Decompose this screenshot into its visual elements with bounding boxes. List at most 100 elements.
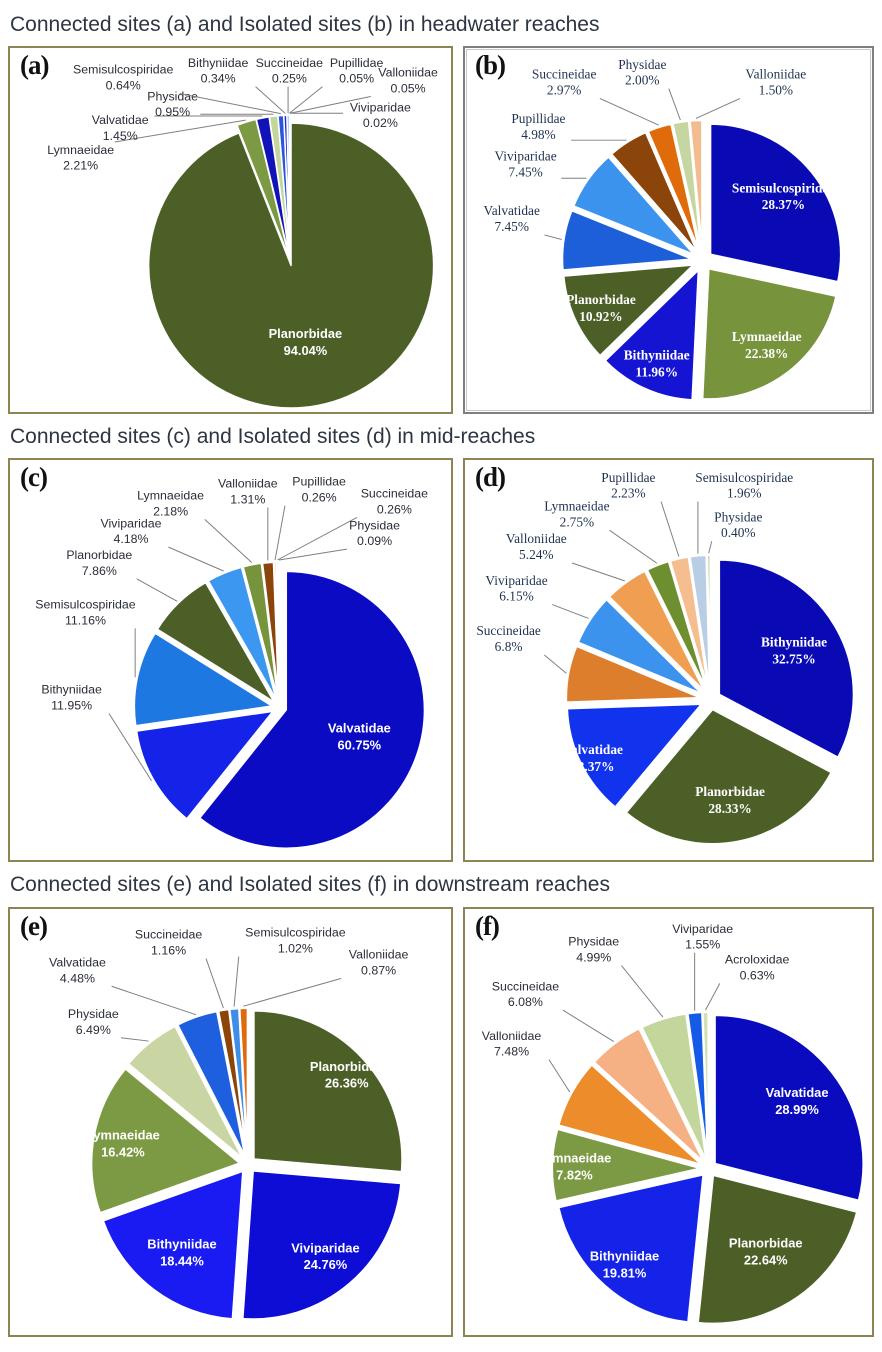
pie-slice-planorbidae: [252, 1009, 404, 1173]
section-downstream: Connected sites (e) and Isolated sites (…: [8, 872, 874, 1337]
leader-line-succineidae: [562, 1009, 614, 1042]
section-headwater: Connected sites (a) and Isolated sites (…: [8, 12, 874, 415]
pie-panel-f: (f) Valvatidae 28.99% Planorbidae 22.64% Bit…: [462, 906, 874, 1337]
pie-slice-viviparidae: [241, 1169, 403, 1320]
external-label-viviparidae: Viviparidae 7.45%: [494, 149, 556, 180]
external-label-valloniidae: Valloniidae 0.05%: [378, 66, 438, 96]
pie-slice-physidae: [671, 120, 702, 253]
external-label-valloniidae: Valloniidae 0.87%: [349, 947, 409, 977]
pie-slice-planorbidae: [156, 581, 276, 704]
pie-slice-succineidae: [592, 1027, 705, 1163]
panel-letter-a: (a): [20, 50, 50, 81]
panel-row-downstream: (e) Planorbidae 26.36% Viviparidae 24.76% Bi…: [8, 906, 874, 1337]
external-label-succineidae: Succineidae 0.25%: [256, 56, 323, 86]
panel-row-midreach: (c) Valvatidae 60.75% Bithyniidae 11.95% Sem…: [8, 458, 874, 863]
pie-chart-e: Planorbidae 26.36% Viviparidae 24.76% Bithyn…: [49, 925, 409, 1320]
external-label-semisulcospiridae: Semisulcospiridae 1.02%: [245, 925, 346, 955]
external-label-physidae: Physidae 0.40%: [714, 510, 762, 541]
internal-label-bithyniidae: Bithyniidae 32.75%: [761, 635, 827, 667]
pie-slice-planorbidae: [624, 708, 833, 846]
leader-line-lymnaeidae: [204, 519, 253, 564]
external-label-succineidae: Succineidae 1.16%: [135, 927, 203, 957]
section-title-downstream: Connected sites (e) and Isolated sites (…: [10, 873, 610, 897]
pie-slice-valloniidae: [238, 1006, 249, 1158]
pie-slice-bithyniidae: [102, 1169, 245, 1320]
pie-slice-physidae: [277, 561, 281, 702]
external-label-valloniidae: Valloniidae 1.31%: [218, 477, 278, 507]
leader-line-pupillidae: [289, 86, 323, 114]
external-label-pupillidae: Pupillidae 0.26%: [292, 475, 346, 505]
pie-slice-planorbidae: [562, 264, 695, 357]
panel-letter-d: (d): [474, 462, 506, 493]
pie-slice-bithyniidae: [557, 1173, 705, 1323]
pie-slice-valloniidae: [608, 570, 706, 693]
pie-chart-d: Bithyniidae 32.75% Planorbidae 28.33% Valvat…: [476, 470, 855, 846]
internal-label-bithyniidae: Bithyniidae 18.44%: [147, 1236, 216, 1268]
pie-panel-b: (b) Semisulcospiridae 28.37% Lymnaeidae 22.…: [462, 46, 874, 415]
pie-slice-succineidae: [646, 123, 701, 253]
pie-slice-lymnaeidae: [551, 1127, 702, 1202]
pie-panel-e: (e) Planorbidae 26.36% Viviparidae 24.76% Bi…: [8, 906, 453, 1337]
pie-slice-pupillidae: [610, 131, 699, 254]
leader-line-viviparidae: [552, 604, 589, 620]
external-label-valvatidae: Valvatidae 7.45%: [484, 203, 540, 234]
external-label-semisulcospiridae: Semisulcospiridae 1.96%: [695, 470, 793, 501]
external-label-planorbidae: Planorbidae 7.86%: [66, 548, 132, 578]
pie-slice-valvatidae: [713, 1013, 865, 1202]
leader-line-pupillidae: [274, 505, 286, 561]
external-label-viviparidae: Viviparidae 0.02%: [350, 100, 411, 130]
internal-label-viviparidae: Viviparidae 24.76%: [291, 1240, 359, 1272]
external-label-succineidae: Succineidae 6.08%: [492, 979, 559, 1009]
external-label-viviparidae: Viviparidae 4.18%: [101, 517, 162, 547]
pie-chart-f: Valvatidae 28.99% Planorbidae 22.64% Bithyni…: [482, 921, 865, 1325]
leader-line-viviparidae: [168, 547, 224, 572]
external-label-pupillidae: Pupillidae 4.98%: [511, 111, 565, 142]
external-label-bithyniidae: Bithyniidae 11.95%: [41, 683, 102, 713]
external-label-valvatidae: Valvatidae 4.48%: [49, 955, 106, 985]
external-label-viviparidae: Viviparidae 6.15%: [485, 573, 547, 604]
pie-slice-valvatidae: [198, 570, 426, 850]
external-label-physidae: Physidae 2.00%: [618, 57, 666, 88]
external-label-lymnaeidae: Lymnaeidae 2.75%: [544, 499, 609, 530]
leader-line-valloniidae: [548, 1058, 571, 1092]
pie-chart-a: Planorbidae 94.04% Lymnaeidae 2.21%Valvatid…: [47, 56, 438, 409]
external-label-lymnaeidae: Lymnaeidae 2.21%: [47, 143, 114, 173]
leader-line-succineidae: [277, 517, 358, 561]
leader-line-physidae: [279, 548, 347, 561]
internal-label-lymnaeidae: Lymnaeidae 16.42%: [86, 1127, 160, 1159]
internal-label-planorbidae: Planorbidae 28.33%: [695, 785, 765, 817]
leader-line-bithyniidae: [108, 713, 152, 782]
external-label-physidae: Physidae 0.95%: [147, 90, 198, 120]
pie-slice-bithyniidae: [603, 268, 700, 402]
external-label-valloniidae: Valloniidae 7.48%: [482, 1028, 542, 1058]
internal-label-bithyniidae: Bithyniidae 11.96%: [624, 348, 690, 380]
external-label-viviparidae: Viviparidae 1.55%: [672, 921, 733, 951]
leader-line-valloniidae: [289, 96, 371, 114]
section-midreach: Connected sites (c) and Isolated sites (…: [8, 424, 874, 863]
panel-row-headwater: (a) Planorbidae 94.04% Lymnaeidae 2.21% Valv…: [8, 46, 874, 415]
leader-line-pupillidae: [660, 501, 680, 558]
leader-line-physidae: [668, 88, 681, 121]
leader-line-planorbidae: [136, 578, 178, 603]
external-label-semisulcospiridae: Semisulcospiridae 11.16%: [35, 598, 135, 628]
pie-slice-valvatidae: [561, 209, 694, 272]
pie-chart-c: Valvatidae 60.75% Bithyniidae 11.95% Semisul…: [35, 475, 428, 850]
leader-line-acroloxidae: [704, 982, 721, 1010]
leader-line-valloniidae: [571, 562, 625, 582]
internal-label-planorbidae: Planorbidae 26.36%: [310, 1058, 384, 1090]
pie-slice-valvatidae: [566, 703, 703, 809]
external-label-physidae: Physidae 0.09%: [349, 519, 400, 549]
leader-line-semisulcospiridae: [179, 93, 281, 115]
pie-slice-planorbidae: [148, 122, 435, 409]
internal-label-planorbidae: Planorbidae 94.04%: [269, 326, 343, 358]
leader-line-physidae: [120, 1036, 149, 1042]
panel-letter-f: (f): [474, 910, 500, 941]
external-label-valvatidae: Valvatidae 1.45%: [92, 113, 149, 143]
internal-label-valvatidae: Valvatidae 60.75%: [328, 721, 391, 753]
pie-slice-succineidae: [565, 645, 702, 704]
leader-line-succineidae: [599, 98, 659, 126]
leader-line-lymnaeidae: [114, 119, 246, 143]
section-title-midreach: Connected sites (c) and Isolated sites (…: [10, 425, 536, 449]
pie-panel-a: (a) Planorbidae 94.04% Lymnaeidae 2.21% Valv…: [8, 46, 453, 415]
